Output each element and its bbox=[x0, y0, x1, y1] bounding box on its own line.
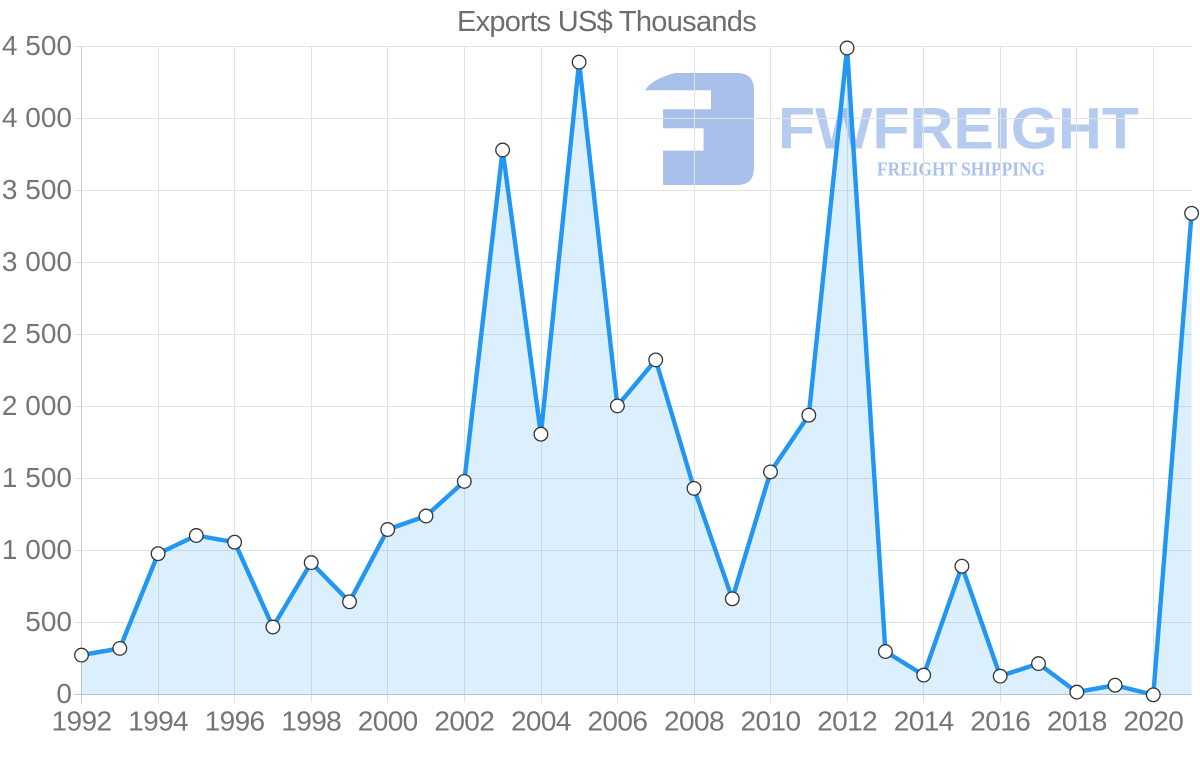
svg-text:2010: 2010 bbox=[741, 705, 801, 736]
svg-text:1994: 1994 bbox=[128, 705, 188, 736]
svg-text:3 500: 3 500 bbox=[2, 174, 72, 205]
svg-text:2000: 2000 bbox=[358, 705, 418, 736]
svg-text:2018: 2018 bbox=[1047, 705, 1107, 736]
svg-text:2006: 2006 bbox=[587, 705, 647, 736]
svg-text:2 500: 2 500 bbox=[2, 318, 72, 349]
svg-text:2012: 2012 bbox=[817, 705, 877, 736]
svg-text:2008: 2008 bbox=[664, 705, 724, 736]
svg-text:3 000: 3 000 bbox=[2, 246, 72, 277]
svg-text:4 000: 4 000 bbox=[2, 102, 72, 133]
svg-text:1998: 1998 bbox=[281, 705, 341, 736]
svg-text:Exports US$ Thousands: Exports US$ Thousands bbox=[457, 6, 756, 38]
svg-text:2016: 2016 bbox=[970, 705, 1030, 736]
svg-text:0: 0 bbox=[56, 678, 72, 709]
svg-text:4 500: 4 500 bbox=[2, 30, 72, 61]
svg-text:1 000: 1 000 bbox=[2, 534, 72, 565]
svg-text:1996: 1996 bbox=[205, 705, 265, 736]
svg-text:2002: 2002 bbox=[434, 705, 494, 736]
svg-text:1992: 1992 bbox=[52, 705, 112, 736]
svg-text:2020: 2020 bbox=[1123, 705, 1183, 736]
svg-text:500: 500 bbox=[25, 606, 72, 637]
svg-text:FREIGHT SHIPPING: FREIGHT SHIPPING bbox=[877, 159, 1045, 181]
svg-text:2014: 2014 bbox=[894, 705, 954, 736]
svg-text:2004: 2004 bbox=[511, 705, 571, 736]
svg-text:2 000: 2 000 bbox=[2, 390, 72, 421]
svg-text:FWFREIGHT: FWFREIGHT bbox=[778, 97, 1139, 162]
svg-text:1 500: 1 500 bbox=[2, 462, 72, 493]
